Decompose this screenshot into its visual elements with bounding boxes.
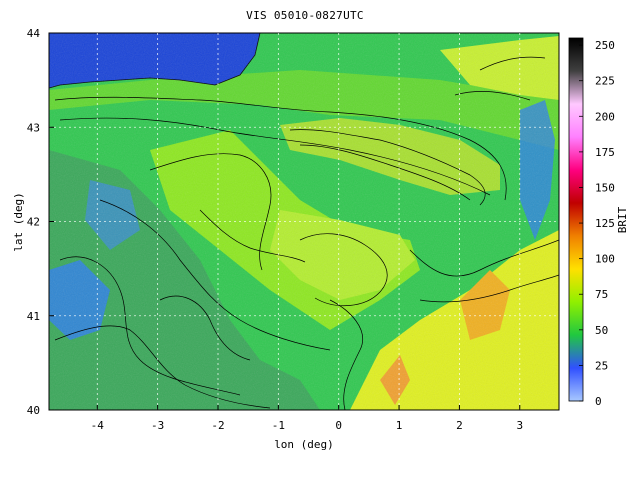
x-tick-label: -3 (151, 419, 164, 432)
colorbar-tick-label: 75 (595, 288, 608, 301)
x-tick-label: 0 (335, 419, 342, 432)
x-axis-label: lon (deg) (274, 438, 334, 451)
colorbar-tick-label: 225 (595, 75, 615, 88)
colorbar-ticks: 0 25 50 75 100 125 150 175 200 225 250 (579, 39, 615, 408)
colorbar-label: BRIT (616, 206, 629, 233)
map-image-area (49, 33, 559, 410)
colorbar-tick-label: 125 (595, 217, 615, 230)
x-axis-ticks: -4 -3 -2 -1 0 1 2 3 (91, 405, 523, 432)
x-tick-label: -4 (91, 419, 105, 432)
y-tick-label: 40 (27, 404, 40, 417)
colorbar-tick-label: 150 (595, 181, 615, 194)
y-axis-label: lat (deg) (12, 192, 25, 252)
y-tick-label: 41 (27, 310, 40, 323)
colorbar-tick-label: 200 (595, 110, 615, 123)
colorbar-tick-label: 25 (595, 359, 608, 372)
y-axis-ticks: 40 41 42 43 44 (27, 27, 54, 417)
x-tick-label: -2 (211, 419, 224, 432)
colorbar-tick-label: 250 (595, 39, 615, 52)
x-tick-label: 3 (516, 419, 523, 432)
x-tick-label: -1 (272, 419, 285, 432)
terrain-contours (54, 56, 559, 410)
y-tick-label: 43 (27, 121, 40, 134)
x-tick-label: 2 (456, 419, 463, 432)
plot-title: VIS 05010-0827UTC (246, 9, 364, 22)
colorbar-tick-label: 175 (595, 146, 615, 159)
colorbar-tick-label: 100 (595, 253, 615, 266)
colorbar-tick-label: 50 (595, 324, 608, 337)
y-tick-label: 42 (27, 216, 40, 229)
x-tick-label: 1 (396, 419, 403, 432)
colorbar (568, 37, 584, 402)
grid-lines (49, 33, 559, 410)
y-tick-label: 44 (27, 27, 41, 40)
colorbar-tick-label: 0 (595, 395, 602, 408)
